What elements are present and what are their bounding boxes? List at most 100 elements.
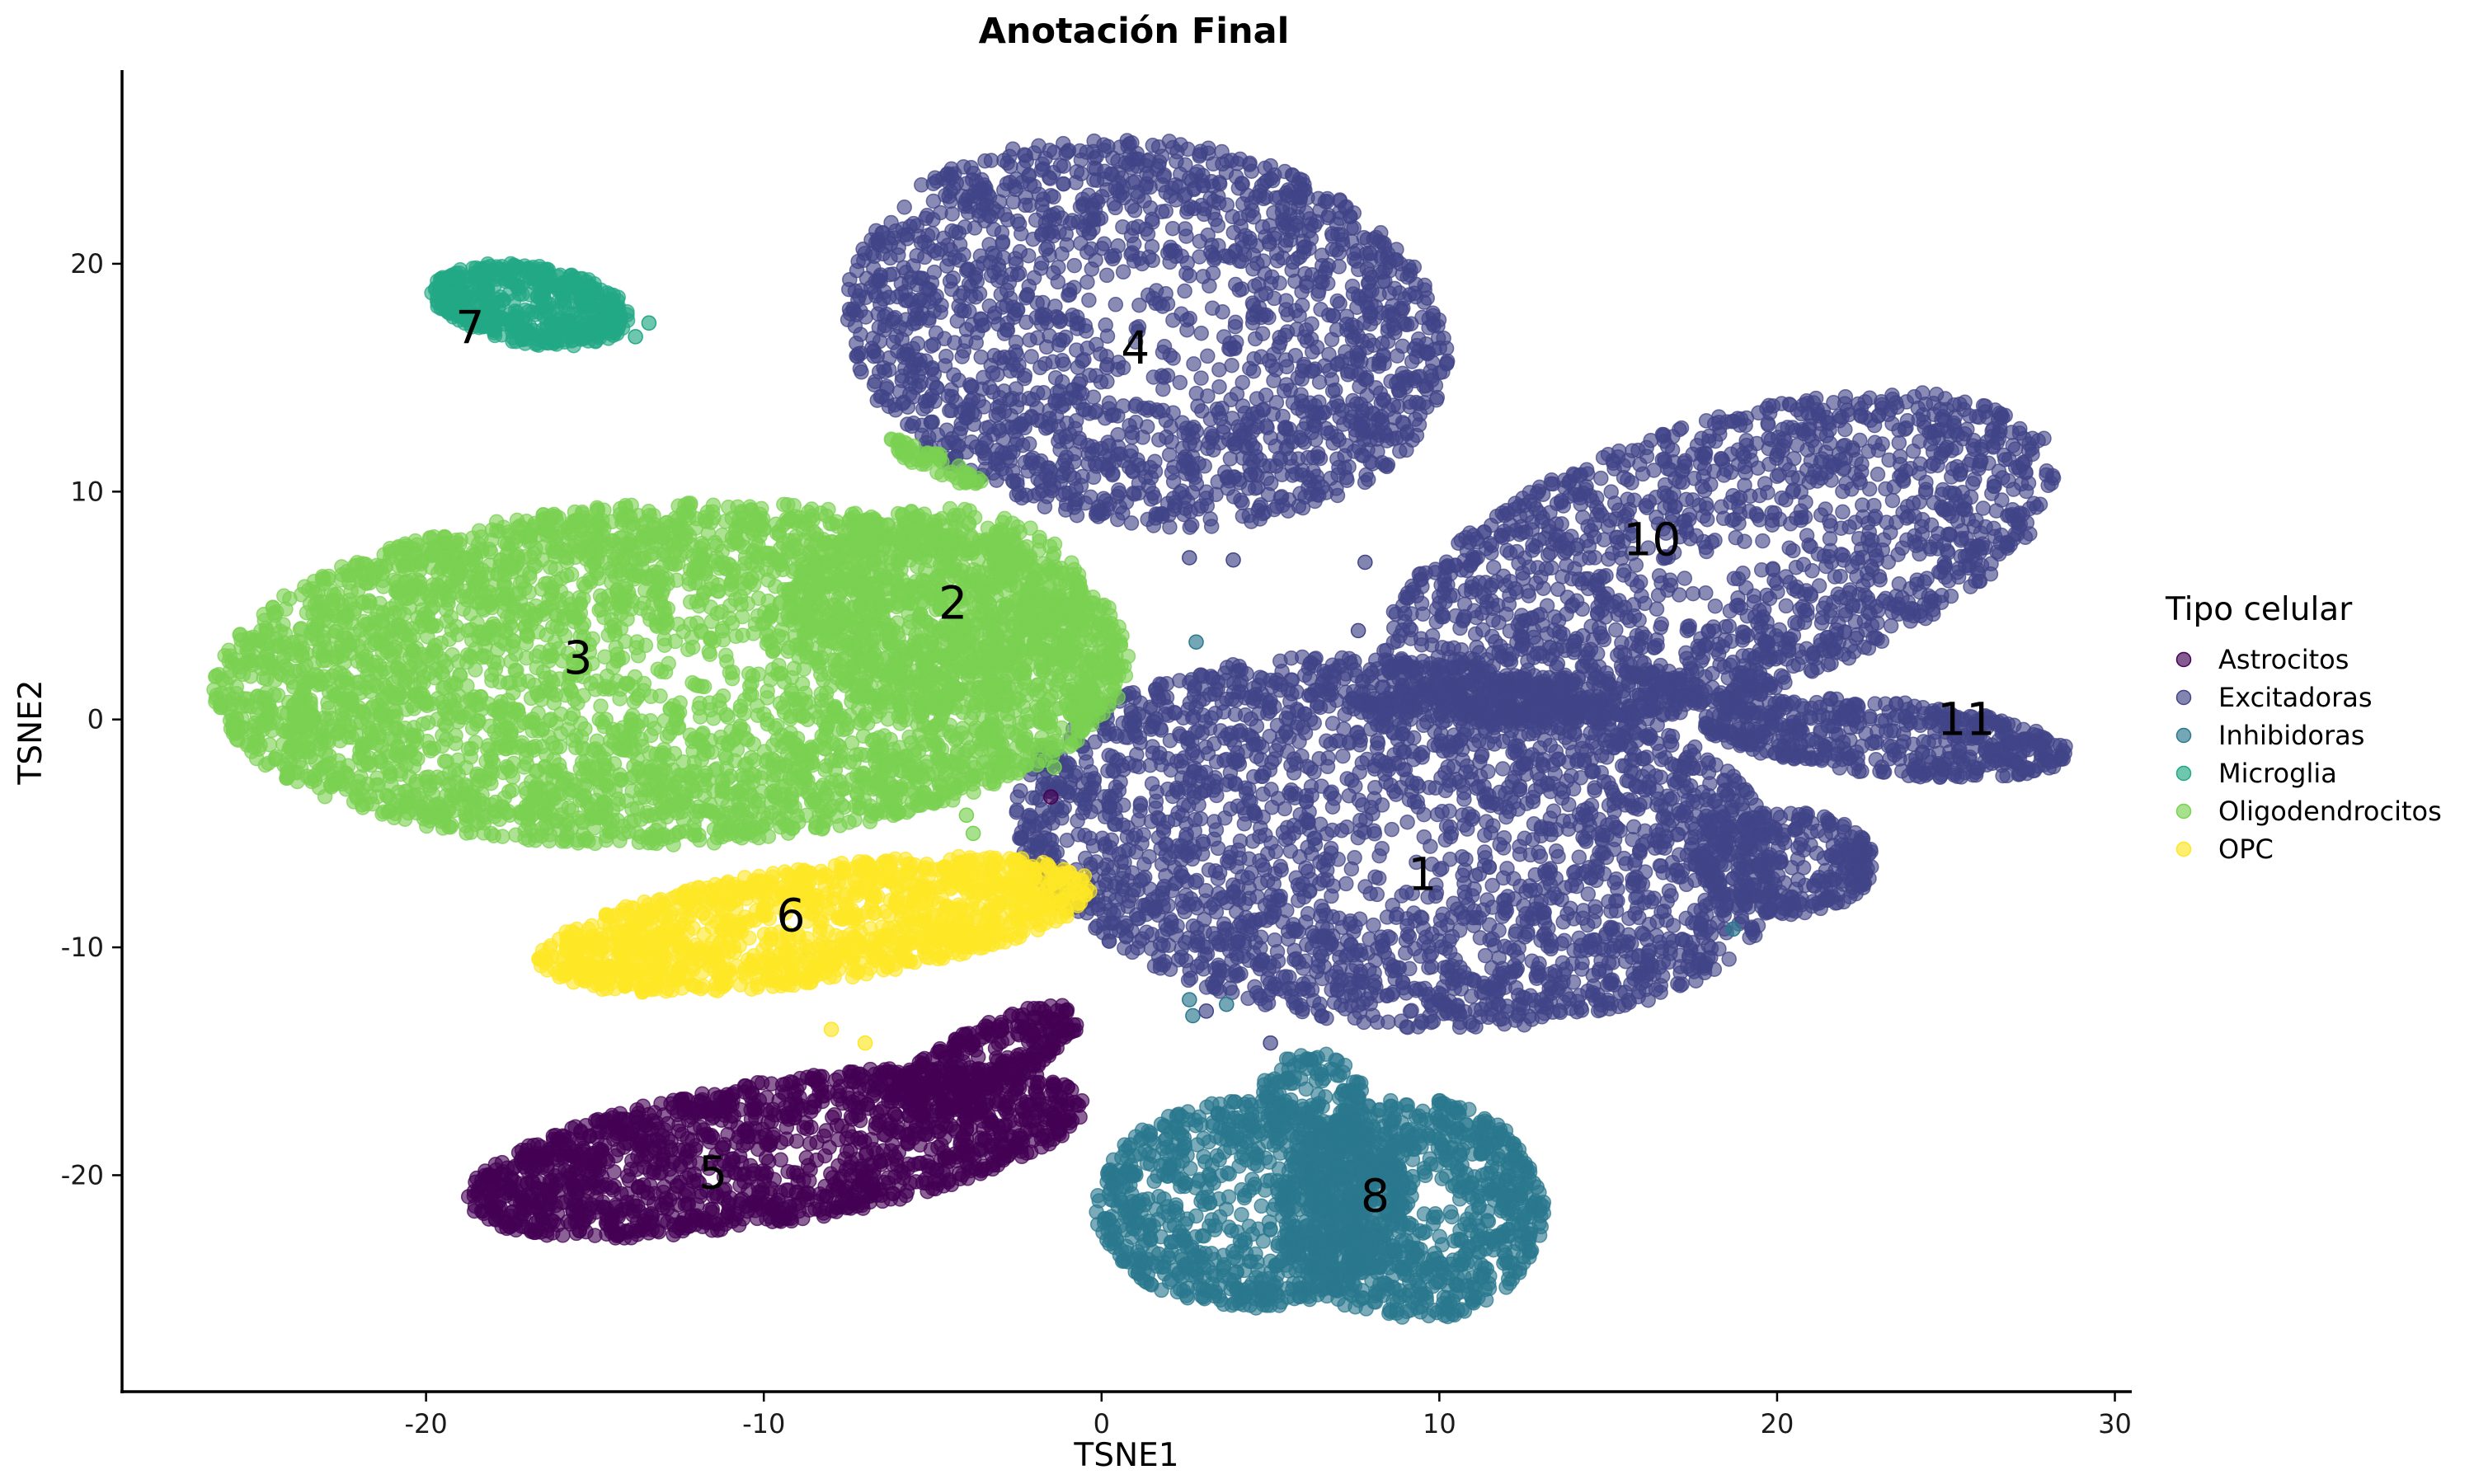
point (1242, 467, 1258, 483)
point (1272, 275, 1287, 291)
point (1145, 486, 1161, 501)
point (1068, 413, 1084, 429)
point (1409, 588, 1425, 603)
point (1141, 400, 1157, 416)
point (1032, 261, 1049, 276)
point (1991, 430, 2007, 447)
point (1295, 500, 1311, 516)
point (1850, 550, 1865, 566)
point (1917, 484, 1934, 500)
point (1110, 164, 1126, 181)
point (1699, 511, 1715, 528)
point (1881, 452, 1897, 468)
point (1680, 618, 1696, 635)
point (1343, 220, 1359, 236)
point (1884, 416, 1900, 432)
point (1531, 483, 1547, 499)
point (1004, 390, 1020, 406)
point (925, 193, 942, 209)
point (1769, 450, 1785, 467)
point (1608, 622, 1624, 638)
point (1968, 573, 1983, 589)
point (1874, 397, 1890, 413)
point (1835, 547, 1851, 563)
point (1476, 524, 1493, 540)
point (1256, 458, 1272, 474)
point (1764, 517, 1780, 533)
point (1485, 559, 1502, 575)
point (999, 212, 1016, 228)
point (1593, 470, 1609, 486)
point (1143, 470, 1159, 486)
point (1268, 439, 1284, 454)
point (1254, 218, 1271, 235)
point (1390, 348, 1405, 364)
point (1715, 510, 1732, 527)
point (1723, 464, 1739, 481)
point (1800, 733, 1817, 749)
point (1891, 434, 1907, 451)
point (1571, 486, 1587, 503)
point (1853, 407, 1869, 423)
point (849, 336, 864, 351)
point (1036, 385, 1051, 401)
point (1907, 534, 1922, 550)
point (1790, 656, 1806, 673)
point (1952, 750, 1968, 767)
point (1813, 637, 1828, 653)
point (872, 388, 889, 405)
point (1598, 567, 1614, 584)
point (1165, 312, 1181, 328)
point (1275, 250, 1291, 266)
point (1084, 439, 1101, 455)
point (2030, 728, 2045, 744)
point (928, 325, 944, 341)
point (1502, 545, 1518, 561)
point (1728, 529, 1744, 546)
point (1324, 383, 1341, 399)
point (1705, 707, 1721, 723)
point (1037, 308, 1053, 323)
cluster-points-excitadoras-11 (1697, 691, 2073, 786)
point (1826, 395, 1841, 411)
point (1216, 329, 1232, 345)
point (1647, 639, 1663, 655)
point (1696, 533, 1712, 550)
point (1761, 430, 1776, 446)
point (995, 234, 1011, 250)
point (1334, 232, 1350, 248)
point (1870, 631, 1885, 647)
point (1935, 537, 1952, 552)
point (1503, 517, 1518, 533)
point (1614, 635, 1630, 650)
point (914, 177, 929, 193)
point (974, 171, 990, 188)
point (2011, 750, 2028, 767)
point (1115, 264, 1131, 280)
point (1796, 701, 1812, 716)
point (1731, 515, 1747, 532)
point (1736, 448, 1752, 465)
point (1786, 450, 1802, 467)
point (1592, 625, 1608, 641)
point (1624, 571, 1639, 588)
point (1525, 542, 1540, 558)
point (2026, 763, 2043, 778)
point (1305, 449, 1321, 466)
point (1267, 167, 1282, 183)
point (1484, 593, 1500, 609)
point (1122, 136, 1137, 152)
point (877, 238, 893, 254)
point (1965, 767, 1981, 783)
point (1085, 389, 1102, 405)
point (1193, 370, 1209, 386)
point (1123, 515, 1140, 531)
point (1088, 192, 1104, 209)
point (1227, 242, 1244, 259)
point (1056, 176, 1071, 192)
point (1362, 454, 1378, 470)
point (1634, 631, 1649, 646)
point (1085, 469, 1102, 486)
point (1102, 496, 1117, 512)
point (1512, 498, 1527, 514)
